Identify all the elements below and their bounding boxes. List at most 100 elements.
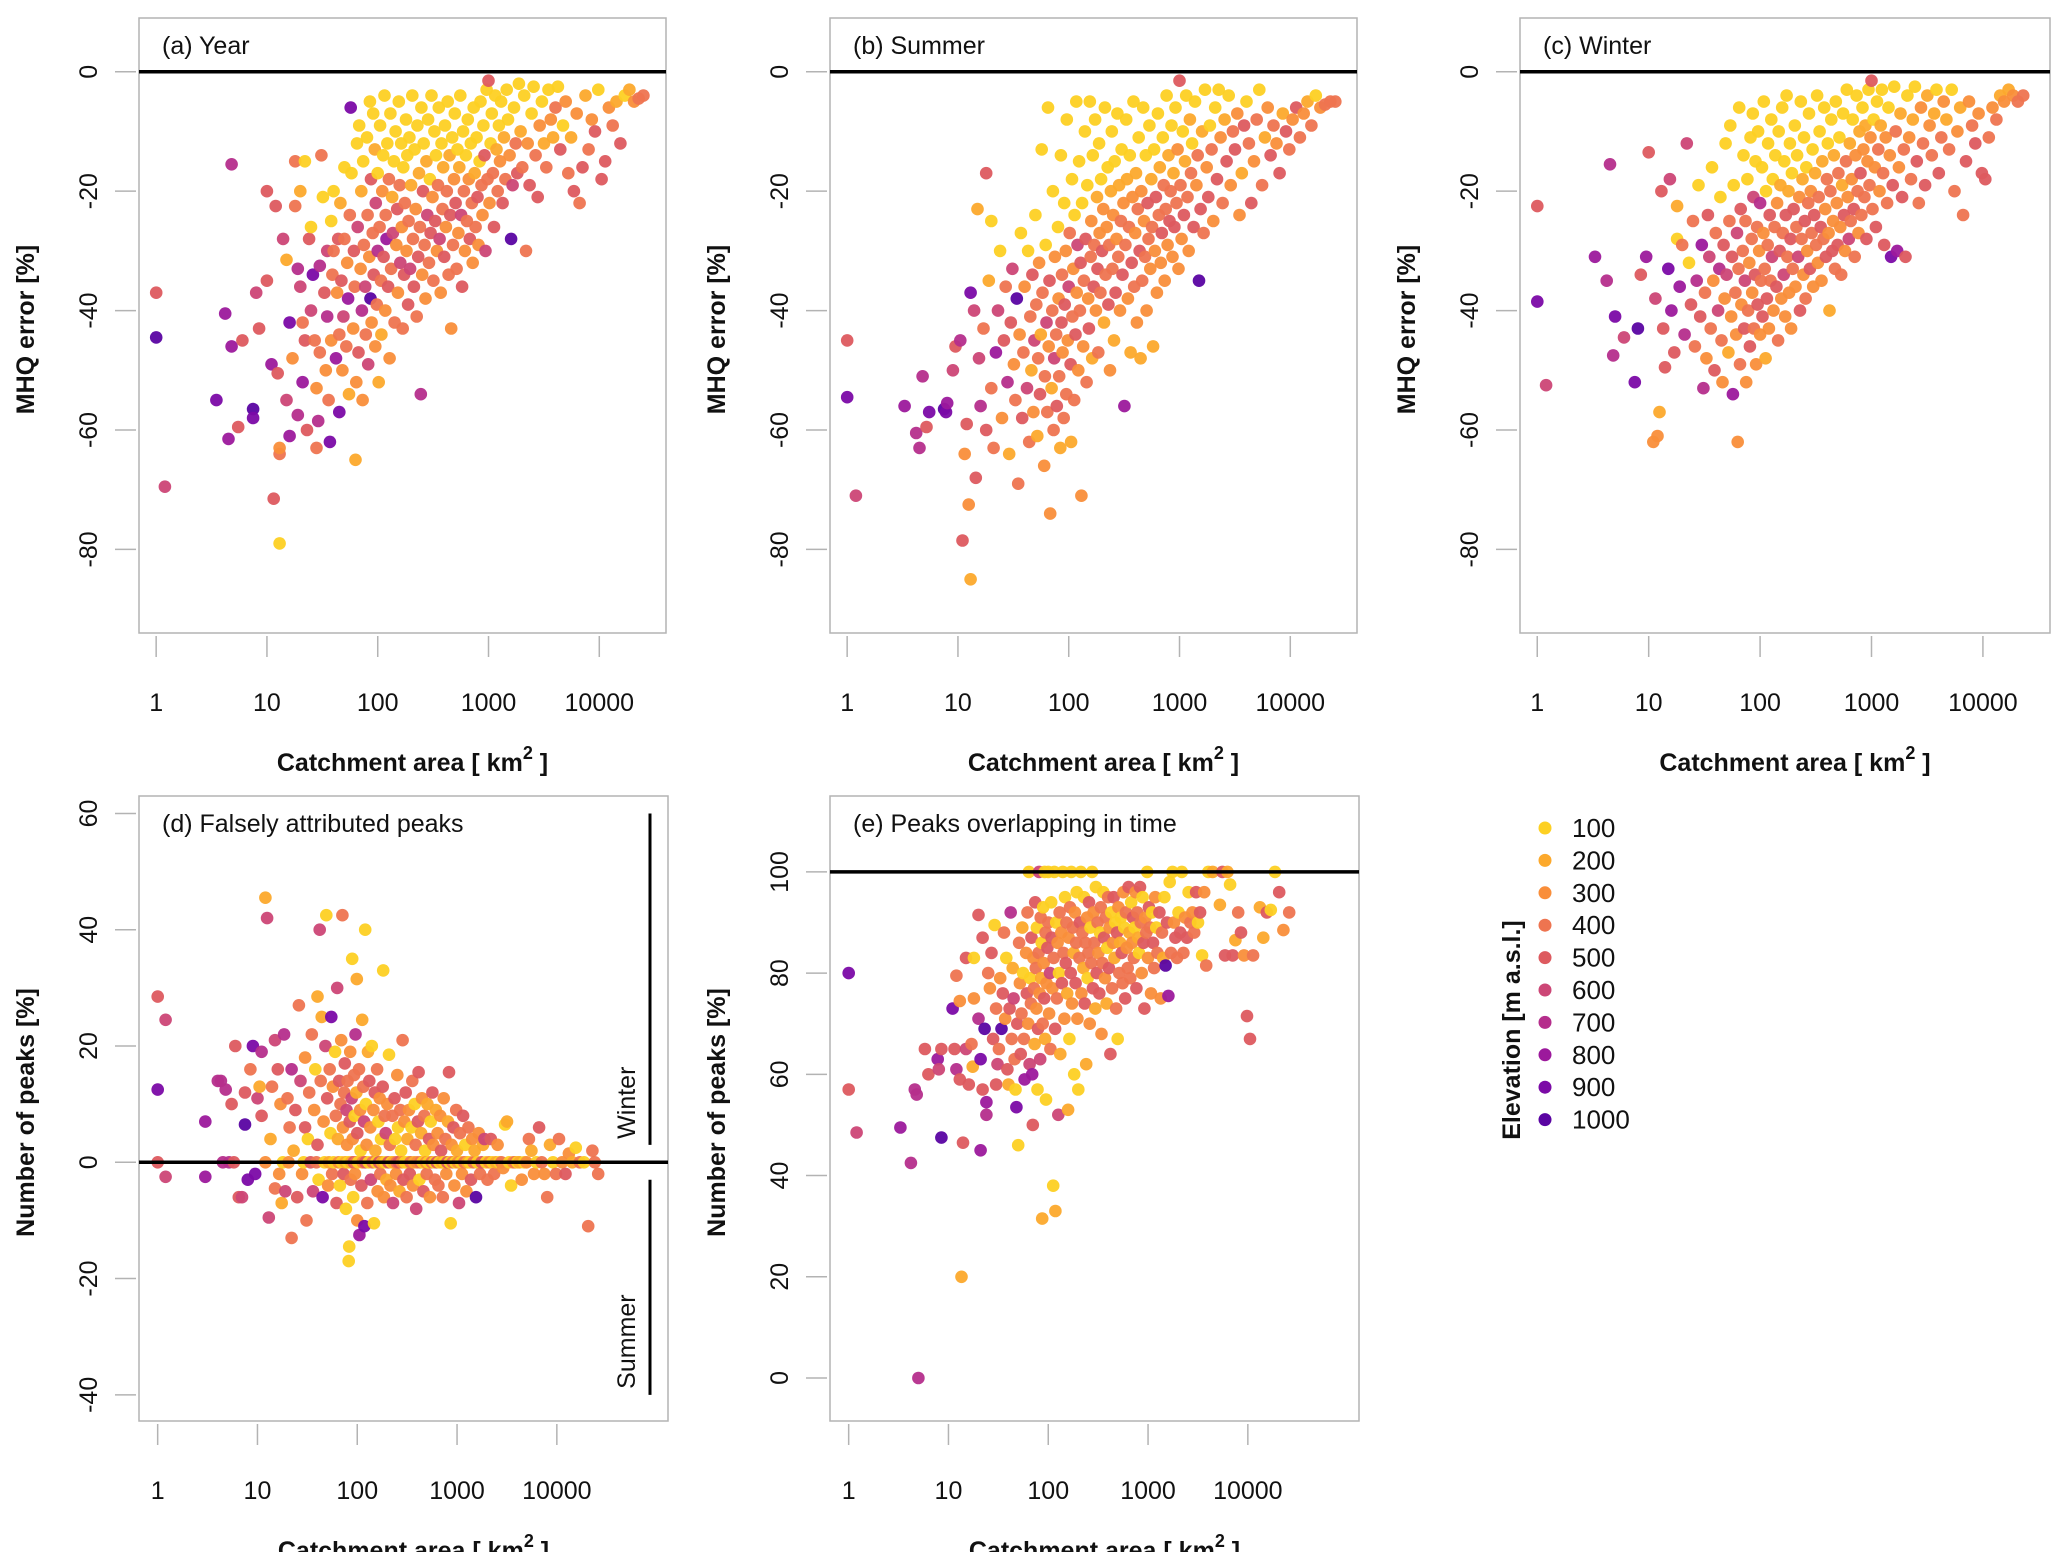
data-point — [320, 310, 334, 323]
x-tick-label: 10000 — [1213, 1477, 1283, 1505]
data-point — [1110, 232, 1123, 246]
data-point — [1210, 172, 1224, 186]
data-point — [1170, 196, 1183, 210]
data-point — [149, 331, 163, 344]
data-point — [238, 1118, 252, 1131]
data-point — [503, 149, 516, 162]
data-point — [199, 1170, 212, 1184]
data-point — [1226, 949, 1239, 962]
data-point — [267, 492, 281, 506]
data-point — [531, 190, 544, 204]
data-point — [549, 1167, 563, 1181]
data-point — [355, 184, 368, 198]
data-point — [252, 322, 266, 335]
data-point — [991, 304, 1005, 317]
data-point — [1257, 931, 1270, 944]
data-point — [1848, 250, 1861, 264]
data-point — [361, 208, 374, 222]
data-point — [1031, 352, 1045, 365]
data-point — [1959, 155, 1973, 168]
legend-item: 300 — [1538, 878, 1615, 908]
data-point — [1795, 232, 1808, 246]
data-point — [2016, 89, 2030, 102]
data-point — [1925, 149, 1939, 162]
data-point — [1010, 1100, 1023, 1114]
data-point — [1058, 298, 1071, 311]
data-point — [1167, 166, 1180, 180]
x-tick-label: 100 — [336, 1477, 378, 1505]
data-point — [1190, 178, 1203, 192]
data-point — [287, 1144, 300, 1157]
data-points — [1531, 74, 2030, 449]
data-point — [1095, 1027, 1108, 1041]
data-point — [438, 119, 452, 132]
data-point — [235, 1190, 249, 1204]
data-point — [300, 1214, 313, 1227]
x-axis: 1 10 100 1000 10000 — [842, 1424, 1283, 1505]
data-point — [1121, 292, 1135, 305]
data-point — [294, 184, 307, 198]
data-point — [1897, 143, 1911, 156]
data-point — [1818, 202, 1832, 216]
data-point — [360, 131, 374, 144]
legend-label: 900 — [1572, 1072, 1615, 1102]
data-point — [976, 1083, 989, 1096]
data-point — [1732, 101, 1746, 114]
x-tick-label: 100 — [1739, 689, 1781, 717]
data-point — [1719, 137, 1732, 150]
data-point — [1130, 316, 1144, 329]
data-point — [1856, 101, 1869, 114]
data-point — [519, 244, 533, 258]
data-point — [461, 113, 475, 126]
data-point — [974, 1052, 987, 1066]
data-point — [1055, 976, 1069, 990]
y-axis: 0 -20 -40 -60 -80 — [1456, 65, 1517, 567]
data-point — [1083, 1017, 1096, 1030]
data-point — [1085, 214, 1098, 228]
data-point — [1112, 250, 1125, 264]
data-point — [842, 966, 855, 980]
data-point — [1007, 992, 1020, 1005]
data-point — [315, 1010, 329, 1024]
data-point — [1049, 1204, 1062, 1218]
data-point — [1025, 931, 1038, 944]
data-point — [1703, 250, 1716, 264]
data-point — [391, 1068, 404, 1082]
data-point — [419, 292, 432, 305]
data-point — [1076, 340, 1090, 353]
data-point — [1754, 274, 1768, 288]
data-point — [540, 1190, 554, 1204]
data-point — [485, 107, 499, 120]
data-point — [517, 89, 531, 102]
data-point — [1009, 1083, 1022, 1096]
data-point — [1146, 936, 1160, 950]
data-point — [308, 334, 322, 347]
data-point — [1111, 107, 1124, 120]
data-point — [1784, 232, 1797, 246]
data-point — [403, 131, 416, 144]
x-axis-title-main: Catchment area [ km — [968, 749, 1214, 777]
data-point — [1069, 328, 1082, 341]
data-point — [1164, 184, 1177, 198]
data-point — [1072, 1083, 1085, 1096]
x-tick-label: 1000 — [429, 1477, 485, 1505]
data-point — [1863, 178, 1876, 192]
data-point — [1670, 199, 1684, 213]
data-point — [1704, 322, 1717, 335]
data-point — [1707, 274, 1720, 288]
data-point — [576, 161, 589, 174]
data-point — [1531, 295, 1544, 308]
data-point — [556, 119, 570, 132]
data-point — [424, 1115, 438, 1128]
data-point — [1220, 155, 1233, 168]
data-point — [251, 1092, 264, 1105]
data-point — [283, 1121, 296, 1134]
data-point — [400, 244, 413, 258]
data-point — [434, 286, 448, 300]
x-axis-title-main: Catchment area [ km — [277, 749, 523, 777]
data-point — [388, 1132, 402, 1146]
y-tick-label: 0 — [75, 1155, 103, 1169]
data-point — [417, 137, 431, 150]
y-tick-label: 80 — [766, 959, 794, 987]
x-axis-title: Catchment area [ km2 ] — [278, 1531, 549, 1552]
